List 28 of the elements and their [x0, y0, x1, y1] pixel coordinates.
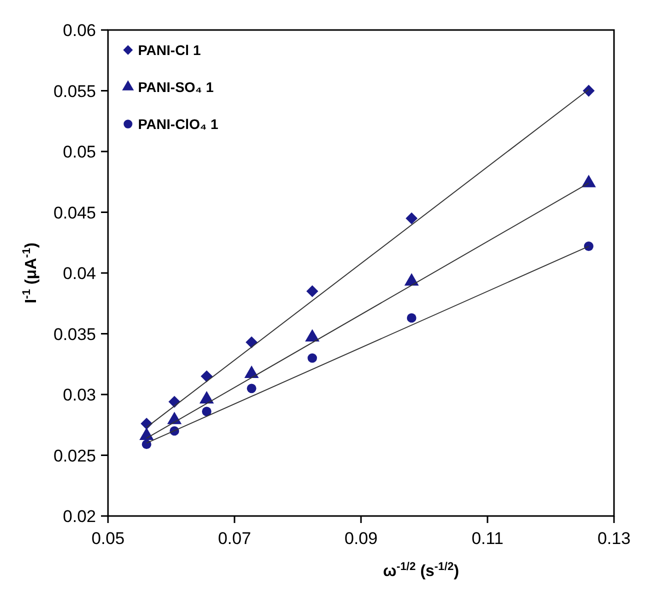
point: [584, 242, 594, 251]
x-tick-label: 0.09: [344, 529, 378, 548]
legend-label: PANI-Cl 1: [138, 42, 201, 58]
point: [406, 212, 418, 224]
point: [246, 384, 256, 394]
x-tick-label: 0.07: [218, 529, 252, 548]
y-tick-label: 0.02: [62, 507, 96, 526]
legend-label: PANI-ClO₄ 1: [138, 116, 219, 132]
point: [306, 285, 318, 298]
point: [406, 313, 416, 323]
y-tick-label: 0.035: [53, 324, 96, 344]
point: [142, 440, 152, 450]
y-tick-label: 0.04: [62, 264, 96, 283]
point: [246, 336, 258, 348]
point: [202, 406, 212, 416]
x-tick-label: 0.13: [597, 529, 631, 548]
y-tick-label: 0.05: [62, 142, 96, 162]
y-tick-label: 0.025: [53, 446, 96, 466]
point: [200, 370, 213, 382]
x-tick-label: 0.11: [472, 529, 504, 548]
legend-label: PANI-SO₄ 1: [138, 79, 214, 95]
y-tick-label: 0.045: [53, 203, 96, 222]
y-tick-label: 0.06: [62, 21, 96, 40]
y-tick-label: 0.03: [62, 386, 96, 404]
y-tick-label: 0.055: [53, 82, 96, 101]
x-tick-label: 0.05: [91, 529, 125, 548]
x-axis-title: ω$^{-1/2}$ (s$^{-1/2}$): [382, 561, 460, 580]
point: [308, 353, 318, 363]
